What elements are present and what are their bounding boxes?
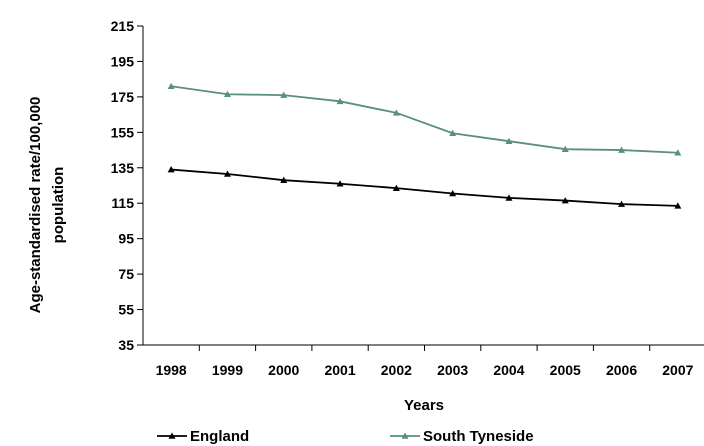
england-line <box>171 168 678 207</box>
south-tyneside-point <box>674 149 682 156</box>
south-tyneside-line <box>171 85 678 154</box>
england-point <box>167 166 175 173</box>
x-tick-label: 1998 <box>156 362 187 378</box>
south-tyneside-point <box>223 90 231 98</box>
south-tyneside-point <box>449 129 457 137</box>
x-tick-label: 2002 <box>381 362 412 378</box>
south-tyneside-point <box>336 97 344 105</box>
south-tyneside-point <box>561 145 569 152</box>
x-tick-label: 2000 <box>268 362 299 378</box>
x-tick-label: 2003 <box>437 362 468 378</box>
south-tyneside-point <box>392 109 400 116</box>
y-tick-label: 75 <box>118 266 134 282</box>
y-tick-label: 115 <box>111 195 134 211</box>
legend: England South Tyneside <box>157 428 534 445</box>
england-point <box>505 194 513 201</box>
legend-label: South Tyneside <box>423 428 534 445</box>
y-tick-label: 155 <box>111 124 135 140</box>
legend-item-england: England <box>157 428 249 445</box>
legend-swatch-marker <box>401 432 409 439</box>
x-tick-label: 2007 <box>662 362 693 378</box>
series-south-tyneside <box>167 82 682 156</box>
y-tick-label: 35 <box>118 337 134 353</box>
england-point <box>674 202 682 209</box>
y-tick-label: 175 <box>111 89 135 105</box>
x-axis-title: Years <box>404 397 444 414</box>
south-tyneside-point <box>280 91 288 98</box>
y-axis-title-line-1: Age-standardised rate/100,000 <box>27 97 44 314</box>
y-axis-title: Age-standardised rate/100,000 population <box>27 97 67 314</box>
legend-swatch-marker <box>168 432 176 439</box>
x-tick-label: 1999 <box>212 362 243 378</box>
england-point <box>392 184 400 191</box>
y-tick-label: 215 <box>111 18 135 34</box>
south-tyneside-point <box>505 137 513 144</box>
series-group <box>167 82 682 209</box>
england-point <box>618 200 626 207</box>
england-point <box>449 189 457 197</box>
england-point <box>336 180 344 187</box>
y-axis-ticks: 35 55 75 95 115 135 155 175 195 215 <box>111 18 143 353</box>
y-tick-label: 55 <box>118 302 134 318</box>
south-tyneside-point <box>167 82 175 90</box>
x-tick-label: 2004 <box>493 362 524 378</box>
axes <box>142 26 704 346</box>
legend-label: England <box>190 428 249 445</box>
england-point <box>561 197 569 204</box>
series-england <box>167 166 682 209</box>
y-tick-label: 135 <box>111 160 135 176</box>
y-axis-title-line-2: population <box>50 167 67 244</box>
x-tick-label: 2006 <box>606 362 637 378</box>
x-tick-label: 2001 <box>324 362 355 378</box>
england-point <box>280 176 288 183</box>
legend-item-south-tyneside: South Tyneside <box>390 428 534 445</box>
y-tick-label: 95 <box>118 231 134 247</box>
south-tyneside-point <box>618 146 626 153</box>
x-axis-ticks: 1998 1999 2000 2001 2002 2003 2004 2005 2006 2007 <box>156 345 694 378</box>
x-tick-label: 2005 <box>550 362 581 378</box>
england-point <box>223 170 231 177</box>
y-tick-label: 195 <box>111 53 135 69</box>
